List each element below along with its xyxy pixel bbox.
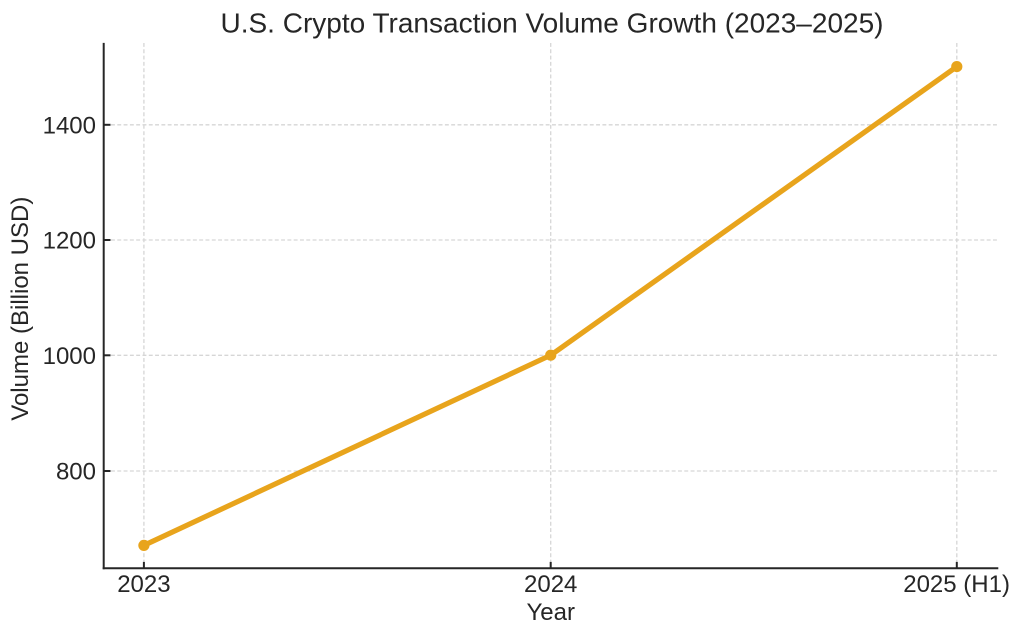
- svg-text:1000: 1000: [43, 343, 96, 370]
- svg-text:1400: 1400: [43, 112, 96, 139]
- svg-text:800: 800: [56, 459, 96, 486]
- svg-text:2025 (H1): 2025 (H1): [903, 571, 1010, 598]
- svg-text:Volume (Billion USD): Volume (Billion USD): [7, 197, 34, 421]
- svg-text:2023: 2023: [117, 571, 170, 598]
- svg-text:Year: Year: [526, 599, 575, 626]
- svg-text:2024: 2024: [524, 571, 577, 598]
- svg-text:1200: 1200: [43, 228, 96, 255]
- svg-text:U.S. Crypto Transaction Volume: U.S. Crypto Transaction Volume Growth (2…: [220, 8, 883, 39]
